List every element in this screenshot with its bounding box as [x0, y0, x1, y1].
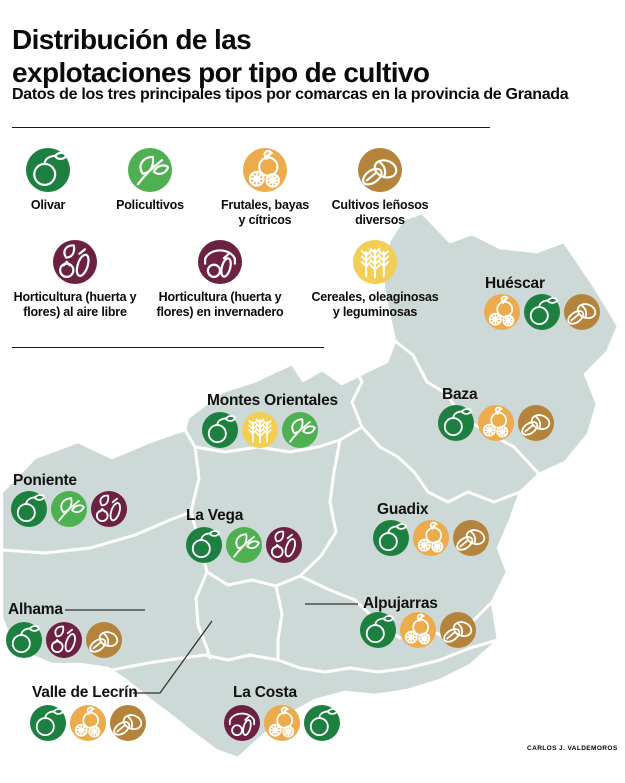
- vegetables-icon: [91, 491, 127, 527]
- olive-icon: [202, 412, 238, 448]
- region-label-poniente: Poniente: [13, 472, 77, 489]
- region-label-baza: Baza: [442, 386, 478, 403]
- region-icons-alpujarras: [360, 612, 480, 648]
- region-label-valle-de-lecrin: Valle de Lecrín: [32, 684, 138, 701]
- leaves-icon: [282, 412, 318, 448]
- nuts-icon: [358, 148, 402, 192]
- citrus-icon: [400, 612, 436, 648]
- citrus-icon: [243, 148, 287, 192]
- legend-item-olivar: Olivar: [0, 148, 128, 213]
- region-label-la-vega: La Vega: [186, 507, 244, 524]
- wheat-icon: [353, 240, 397, 284]
- region-icons-baza: [438, 405, 558, 441]
- legend-label: Horticultura (huerta y flores) al aire l…: [13, 290, 137, 319]
- region-icons-guadix: [373, 520, 493, 556]
- citrus-icon: [264, 705, 300, 741]
- citrus-icon: [478, 405, 514, 441]
- region-icons-valle-de-lecrin: [30, 705, 150, 741]
- nuts-icon: [453, 520, 489, 556]
- vegetables-icon: [266, 527, 302, 563]
- legend-item-horticultura-invernadero: Horticultura (huerta y flores) en invern…: [140, 240, 300, 320]
- region-label-alpujarras: Alpujarras: [363, 595, 438, 612]
- olive-icon: [360, 612, 396, 648]
- vegetables-icon: [46, 622, 82, 658]
- nuts-icon: [110, 705, 146, 741]
- legend-item-frutales: Frutales, bayas y cítricos: [185, 148, 345, 228]
- divider-bottom: [12, 347, 324, 348]
- page-title: Distribución de las explotaciones por ti…: [12, 23, 430, 88]
- region-label-guadix: Guadix: [377, 501, 429, 518]
- legend-item-policultivos: Policultivos: [70, 148, 230, 213]
- legend-label: Cultivos leñosos diversos: [331, 198, 429, 227]
- author-credit: CARLOS J. VALDEMOROS: [527, 745, 618, 752]
- legend-label: Olivar: [30, 198, 66, 212]
- legend-label: Cereales, oleaginosas y leguminosas: [311, 290, 439, 319]
- citrus-icon: [70, 705, 106, 741]
- region-icons-huescar: [484, 294, 604, 330]
- greenhouse-icon: [224, 705, 260, 741]
- citrus-icon: [484, 294, 520, 330]
- olive-icon: [304, 705, 340, 741]
- legend-label: Frutales, bayas y cítricos: [220, 198, 310, 227]
- olive-icon: [11, 491, 47, 527]
- lecrin-pointer-line: [133, 620, 213, 694]
- region-label-montes-orientales: Montes Orientales: [207, 392, 338, 409]
- page-subtitle: Datos de los tres principales tipos por …: [12, 86, 569, 103]
- region-icons-la-costa: [224, 705, 344, 741]
- legend-label: Policultivos: [116, 198, 184, 212]
- nuts-icon: [518, 405, 554, 441]
- olive-icon: [186, 527, 222, 563]
- olive-icon: [6, 622, 42, 658]
- nuts-icon: [86, 622, 122, 658]
- citrus-icon: [413, 520, 449, 556]
- legend-label: Horticultura (huerta y flores) en invern…: [156, 290, 284, 319]
- region-label-alhama: Alhama: [8, 601, 63, 618]
- legend-item-cereales: Cereales, oleaginosas y leguminosas: [295, 240, 455, 320]
- greenhouse-icon: [198, 240, 242, 284]
- divider-top: [12, 127, 490, 128]
- vegetables-icon: [53, 240, 97, 284]
- leaves-icon: [51, 491, 87, 527]
- olive-icon: [524, 294, 560, 330]
- label-pointer-lines: [65, 603, 358, 694]
- region-icons-poniente: [11, 491, 131, 527]
- legend-item-lenosos: Cultivos leñosos diversos: [300, 148, 460, 228]
- region-icons-la-vega: [186, 527, 306, 563]
- leaves-icon: [128, 148, 172, 192]
- leaves-icon: [226, 527, 262, 563]
- wheat-icon: [242, 412, 278, 448]
- region-icons-alhama: [6, 622, 126, 658]
- region-icons-montes-orientales: [202, 412, 322, 448]
- olive-icon: [438, 405, 474, 441]
- region-label-la-costa: La Costa: [233, 684, 297, 701]
- nuts-icon: [564, 294, 600, 330]
- legend-item-horticultura-aire-libre: Horticultura (huerta y flores) al aire l…: [0, 240, 155, 320]
- olive-icon: [26, 148, 70, 192]
- region-label-huescar: Huéscar: [485, 275, 545, 292]
- olive-icon: [30, 705, 66, 741]
- nuts-icon: [440, 612, 476, 648]
- olive-icon: [373, 520, 409, 556]
